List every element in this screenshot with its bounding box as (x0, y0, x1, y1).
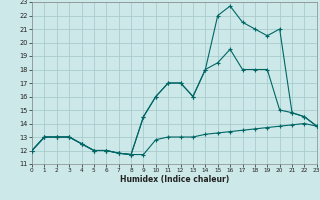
X-axis label: Humidex (Indice chaleur): Humidex (Indice chaleur) (120, 175, 229, 184)
